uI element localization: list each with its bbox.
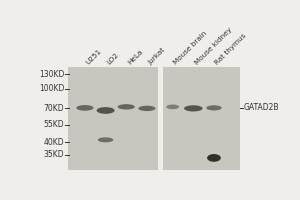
Text: GATAD2B: GATAD2B <box>244 103 280 112</box>
Ellipse shape <box>138 106 155 111</box>
Text: Jurkat: Jurkat <box>147 46 166 66</box>
Text: 40KD: 40KD <box>44 138 64 147</box>
Text: 70KD: 70KD <box>44 104 64 113</box>
Text: 100KD: 100KD <box>39 84 64 93</box>
Ellipse shape <box>206 105 222 110</box>
Ellipse shape <box>98 137 113 142</box>
Text: LO2: LO2 <box>106 51 120 66</box>
Ellipse shape <box>118 104 135 110</box>
Bar <box>68 67 240 170</box>
Ellipse shape <box>76 105 94 111</box>
Text: HeLa: HeLa <box>126 48 143 66</box>
Text: U251: U251 <box>85 48 103 66</box>
Ellipse shape <box>184 105 203 111</box>
Text: Mouse brain: Mouse brain <box>173 30 208 66</box>
Bar <box>158 67 163 170</box>
Text: 55KD: 55KD <box>44 120 64 129</box>
Text: 130KD: 130KD <box>39 70 64 79</box>
Text: 35KD: 35KD <box>44 150 64 159</box>
Ellipse shape <box>97 107 115 114</box>
Text: Mouse kidney: Mouse kidney <box>193 26 233 66</box>
Text: Rat thymus: Rat thymus <box>214 32 247 66</box>
Ellipse shape <box>207 154 221 162</box>
Ellipse shape <box>166 105 179 109</box>
